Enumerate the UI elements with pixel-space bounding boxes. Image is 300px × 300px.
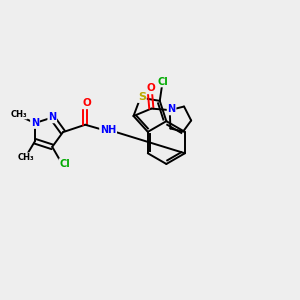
Text: S: S: [138, 92, 146, 102]
Text: Cl: Cl: [59, 159, 70, 169]
Text: N: N: [167, 104, 175, 115]
Text: Cl: Cl: [158, 76, 169, 87]
Text: CH₃: CH₃: [10, 110, 27, 119]
Text: O: O: [82, 98, 91, 108]
Text: CH₃: CH₃: [18, 153, 34, 162]
Text: NH: NH: [100, 125, 116, 135]
Text: N: N: [31, 118, 39, 128]
Text: O: O: [147, 83, 156, 93]
Text: N: N: [48, 112, 56, 122]
